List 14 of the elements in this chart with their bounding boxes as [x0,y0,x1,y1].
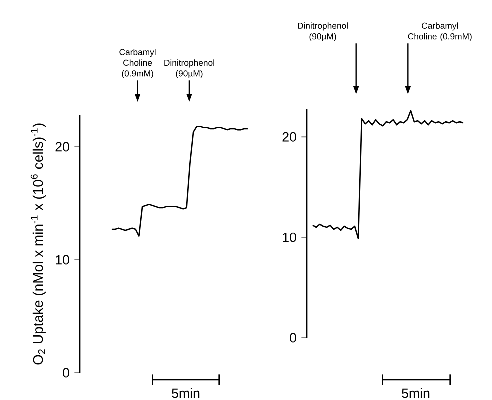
text: 5min [172,388,200,398]
y-tick-label: 10 [56,255,70,265]
text: Dinitrophenol (90µM) [298,22,348,42]
y-tick-label: 20 [282,132,296,142]
y-tick-label: 0 [63,368,70,378]
text: Carbamyl Choline (0.9mM) [408,22,472,42]
y-tick-label: 10 [283,232,296,242]
y-tick-label: 0 [290,333,296,343]
text: Carbamyl Choline (0.9mM) [120,49,156,78]
text: O$_{2}$ Uptake (nMol x min$^{-1}$ x (10$^{6}$ cells)$^{-1}$) [30,124,46,365]
y-tick-label: 20 [56,142,70,152]
line-series [312,110,464,240]
text: Dinitrophenol (90µM) [164,60,214,78]
text: 5min [402,388,430,398]
